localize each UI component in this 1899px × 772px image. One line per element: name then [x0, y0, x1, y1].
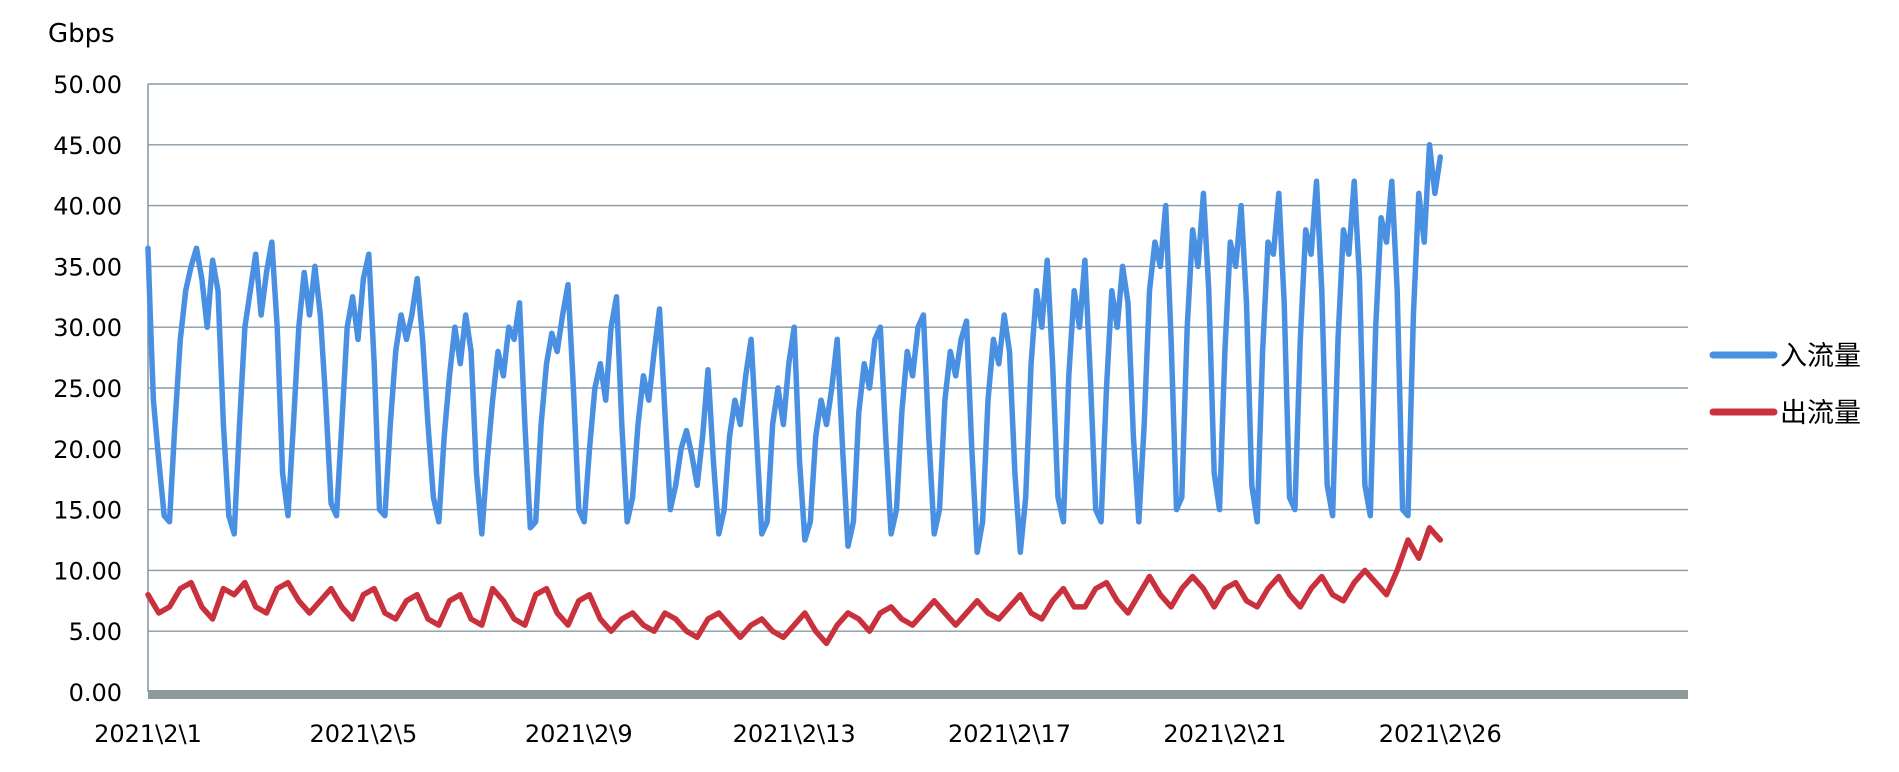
x-axis-line	[148, 690, 1688, 699]
x-tick-label: 2021\2\9	[525, 720, 633, 748]
y-tick-label: 20.00	[53, 436, 122, 464]
series-lines	[145, 142, 1444, 647]
y-tick-label: 15.00	[53, 497, 122, 525]
x-tick-label: 2021\2\26	[1379, 720, 1502, 748]
grid-lines	[148, 83, 1688, 632]
legend-label-0: 入流量	[1780, 341, 1861, 372]
y-tick-label: 10.00	[53, 557, 122, 585]
legend-label-1: 出流量	[1780, 398, 1861, 429]
series-line-0	[145, 142, 1444, 555]
series-line-1	[145, 525, 1444, 647]
y-tick-label: 0.00	[69, 679, 122, 707]
x-tick-label: 2021\2\1	[94, 720, 202, 748]
y-tick-label: 5.00	[69, 618, 122, 646]
y-tick-label: 50.00	[53, 71, 122, 99]
y-tick-label: 30.00	[53, 314, 122, 342]
y-axis-label: Gbps	[48, 19, 115, 49]
axes: 0.00 5.00 10.00 15.00 20.00 25.00 30.00 35.00 40…	[53, 71, 1688, 748]
x-tick-label: 2021\2\17	[948, 720, 1071, 748]
y-tick-label: 40.00	[53, 193, 122, 221]
y-tick-label: 35.00	[53, 253, 122, 281]
x-tick-label: 2021\2\5	[309, 720, 417, 748]
x-tick-label: 2021\2\21	[1163, 720, 1286, 748]
x-tick-label: 2021\2\13	[733, 720, 856, 748]
y-tick-label: 45.00	[53, 132, 122, 160]
y-tick-label: 25.00	[53, 375, 122, 403]
